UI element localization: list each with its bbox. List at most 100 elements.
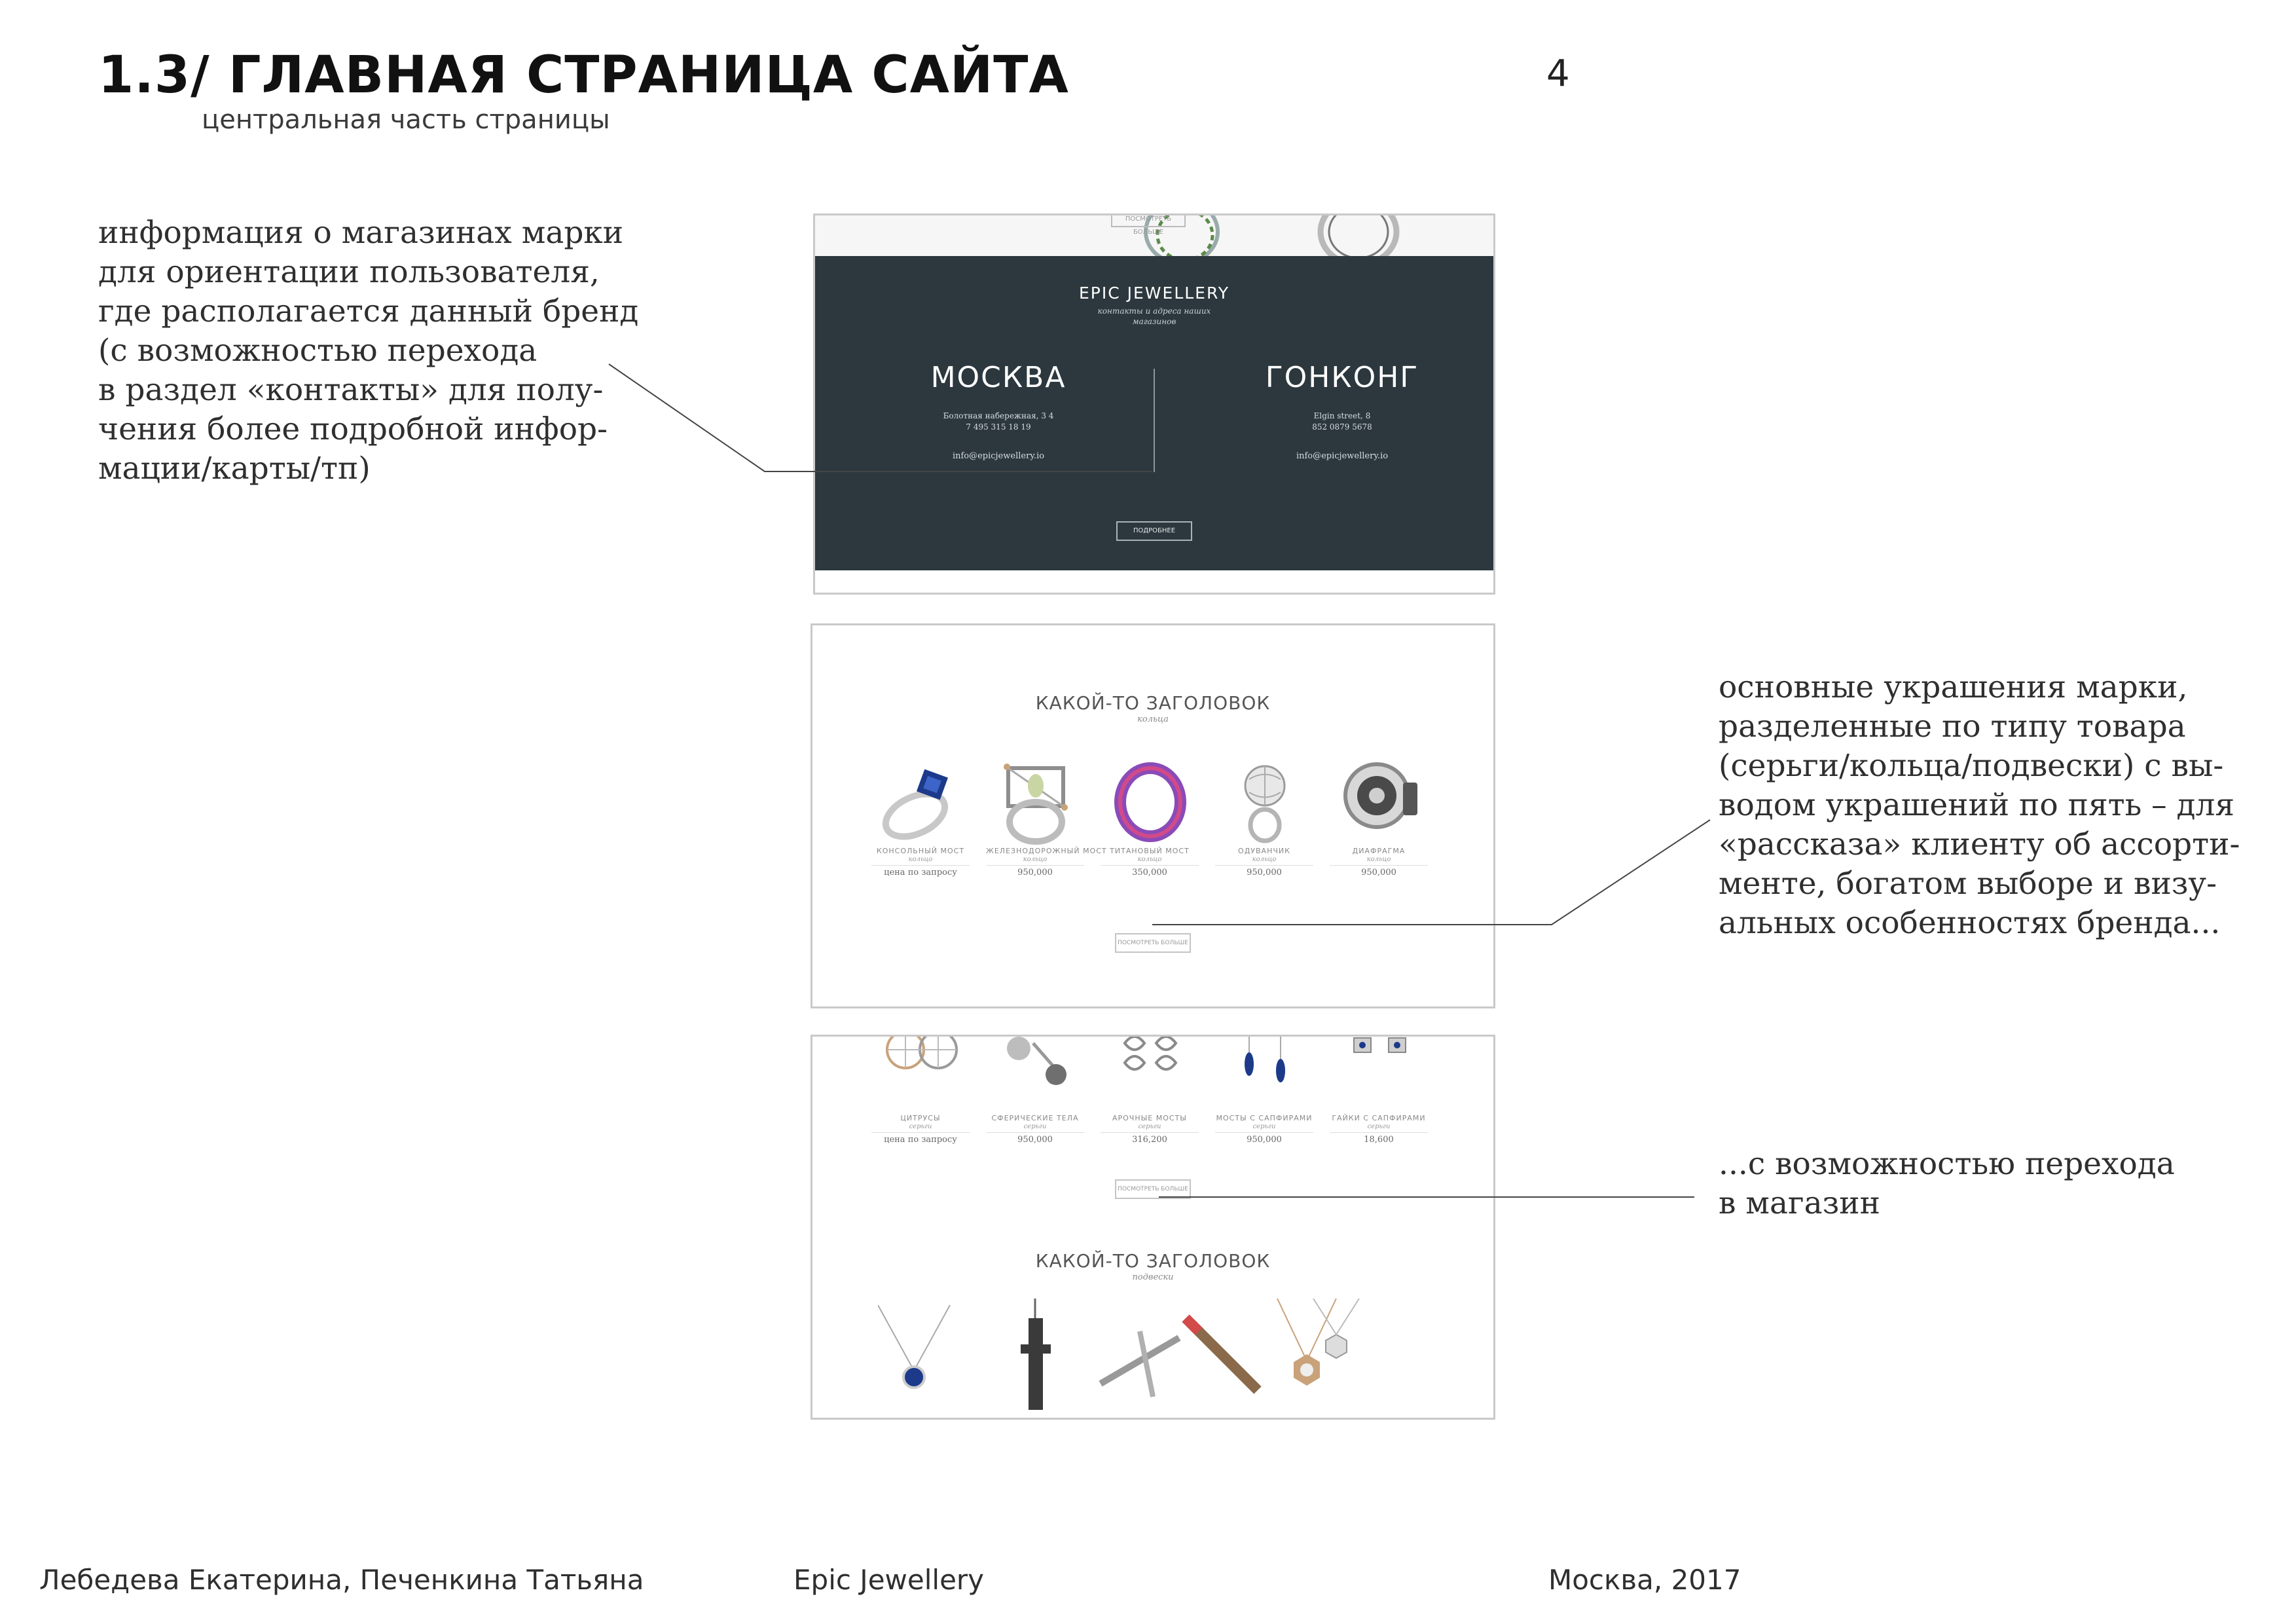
moscow-address: Болотная набережная, 3 4 7 495 315 18 19 [861, 411, 1136, 433]
brand-name: EPIC JEWELLERY [1078, 284, 1230, 303]
ring-image [1004, 764, 1068, 845]
product-divider [986, 865, 1084, 866]
product-name: АРОЧНЫЕ МОСТЫ [1112, 1114, 1188, 1122]
footer-authors: Лебедева Екатерина, Печенкина Татьяна [39, 1564, 644, 1596]
note-line: в раздел «контакты» для полу- [98, 372, 604, 408]
pendants-heading: КАКОЙ-ТО ЗАГОЛОВОК [1035, 1250, 1271, 1272]
ring-image [882, 769, 949, 840]
ring-image [1244, 765, 1286, 843]
note-line: «рассказа» клиенту об ассорти- [1719, 826, 2240, 862]
product-name: ТИТАНОВЫЙ МОСТ [1110, 847, 1190, 855]
hongkong-address: Elgin street, 8 852 0879 5678 [1205, 411, 1480, 433]
page-subtitle: центральная часть страницы [202, 105, 610, 135]
product-name: ДИАФРАГМА [1352, 847, 1406, 855]
product-divider [1330, 865, 1428, 866]
products-note: основные украшения марки, разделенные по… [1719, 668, 2240, 943]
note-line: водом украшений по пять – для [1719, 787, 2235, 823]
product-price: 316,200 [1132, 1135, 1167, 1145]
product-price: цена по запросу [884, 868, 957, 877]
moscow-street: Болотная набережная, 3 4 [943, 411, 1054, 420]
note-line: менте, богатом выборе и визу- [1719, 866, 2217, 902]
shop-note: ...с возможностью перехода в магазин [1719, 1145, 2175, 1223]
ring-image [1114, 762, 1186, 842]
note-line: в магазин [1719, 1185, 1880, 1221]
earring-image [1123, 1037, 1178, 1071]
product-category: серьги [1252, 1123, 1276, 1130]
product-divider [1330, 1132, 1428, 1133]
product-price: 350,000 [1132, 868, 1167, 877]
note-line: для ориентации пользователя, [98, 254, 600, 290]
product-category: серьги [1138, 1123, 1161, 1130]
stores-panel: EPIC JEWELLERY контакты и адреса наших м… [815, 256, 1493, 570]
moscow-phone: 7 495 315 18 19 [966, 422, 1031, 432]
page-number: 4 [1546, 52, 1570, 95]
product-divider [1215, 1132, 1313, 1133]
city-hongkong: ГОНКОНГ [1265, 361, 1419, 394]
earring-image [886, 1037, 958, 1069]
pendants-row [878, 1299, 1360, 1410]
moscow-email[interactable]: info@epicjewellery.io [952, 451, 1045, 461]
product-price: 950,000 [1247, 1135, 1282, 1145]
city-divider [1154, 369, 1155, 472]
product-card[interactable]: АРОЧНЫЕ МОСТЫ серьги 316,200 [1101, 1037, 1199, 1154]
product-card[interactable]: КОНСОЛЬНЫЙ МОСТ кольцо цена по запросу [871, 756, 970, 887]
product-category: кольцо [1252, 856, 1277, 863]
earring-image [1007, 1037, 1066, 1085]
note-line: альных особенностях бренда... [1719, 905, 2221, 941]
product-divider [871, 1132, 970, 1133]
product-category: серьги [909, 1123, 932, 1130]
product-category: кольцо [1366, 856, 1391, 863]
product-price: 18,600 [1364, 1135, 1394, 1145]
product-price: 950,000 [1017, 868, 1053, 877]
hongkong-email[interactable]: info@epicjewellery.io [1296, 451, 1389, 461]
hongkong-street: Elgin street, 8 [1313, 411, 1371, 420]
product-price: 950,000 [1361, 868, 1396, 877]
product-price: 950,000 [1247, 868, 1282, 877]
note-line: (с возможностью перехода [98, 333, 538, 369]
product-category: кольцо [1137, 856, 1162, 863]
product-card[interactable]: ТИТАНОВЫЙ МОСТ кольцо 350,000 [1101, 756, 1199, 887]
product-card[interactable]: ДИАФРАГМА кольцо 950,000 [1330, 756, 1428, 887]
product-card[interactable]: МОСТЫ С САПФИРАМИ серьги 950,000 [1215, 1037, 1313, 1154]
note-line: ...с возможностью перехода [1719, 1146, 2175, 1182]
ring-image [1343, 762, 1417, 829]
page-title: 1.3/ ГЛАВНАЯ СТРАНИЦА САЙТА [98, 46, 1069, 105]
hongkong-phone: 852 0879 5678 [1312, 422, 1372, 432]
note-line: основные украшения марки, [1719, 669, 2188, 705]
product-card[interactable]: ГАЙКИ С САПФИРАМИ серьги 18,600 [1330, 1037, 1428, 1154]
product-name: КОНСОЛЬНЫЙ МОСТ [876, 847, 965, 855]
city-moscow: МОСКВА [930, 361, 1066, 394]
product-card[interactable]: ЦИТРУСЫ серьги цена по запросу [871, 1037, 970, 1154]
note-line: (серьги/кольца/подвески) с вы- [1719, 748, 2224, 784]
product-price: 950,000 [1017, 1135, 1053, 1145]
product-category: серьги [1023, 1123, 1047, 1130]
pendant-gold-hexagon-icon [1277, 1299, 1360, 1386]
ring-banner-icon [1144, 215, 1400, 256]
earring-image [1353, 1037, 1406, 1053]
product-name: ГАЙКИ С САПФИРАМИ [1332, 1114, 1426, 1122]
product-divider [986, 1132, 1084, 1133]
footer-brand: Epic Jewellery [793, 1564, 985, 1596]
product-card[interactable]: ЖЕЛЕЗНОДОРОЖНЫЙ МОСТ кольцо 950,000 [986, 756, 1106, 887]
earring-image [1245, 1037, 1285, 1082]
note-line: информация о магазинах марки [98, 215, 624, 251]
rings-heading: КАКОЙ-ТО ЗАГОЛОВОК [1035, 692, 1271, 714]
earrings-mockup: ЦИТРУСЫ серьги цена по запросу СФЕРИЧЕСК… [811, 1035, 1495, 1420]
product-divider [871, 865, 970, 866]
note-line: чения более подробной инфор- [98, 411, 608, 447]
pendant-cross-icon [1021, 1299, 1051, 1410]
product-price: цена по запросу [884, 1135, 957, 1145]
rings-more-button[interactable]: ПОСМОТРЕТЬ БОЛЬШЕ [1115, 933, 1191, 953]
stores-more-button[interactable]: ПОДРОБНЕЕ [1116, 521, 1192, 541]
product-divider [1101, 1132, 1199, 1133]
note-line: мации/карты/тп) [98, 451, 371, 487]
pendants-subheading: подвески [1132, 1272, 1174, 1282]
earrings-more-button[interactable]: ПОСМОТРЕТЬ БОЛЬШЕ [1115, 1179, 1191, 1199]
pendant-pencil-icon [1182, 1314, 1262, 1394]
product-category: кольцо [908, 856, 933, 863]
top-more-button[interactable]: ПОСМОТРЕТЬ БОЛЬШЕ [1111, 215, 1186, 236]
pendant-bolts-icon [1099, 1331, 1181, 1397]
product-divider [1101, 865, 1199, 866]
product-card[interactable]: ОДУВАНЧИК кольцо 950,000 [1215, 756, 1313, 887]
product-card[interactable]: СФЕРИЧЕСКИЕ ТЕЛА серьги 950,000 [986, 1037, 1084, 1154]
